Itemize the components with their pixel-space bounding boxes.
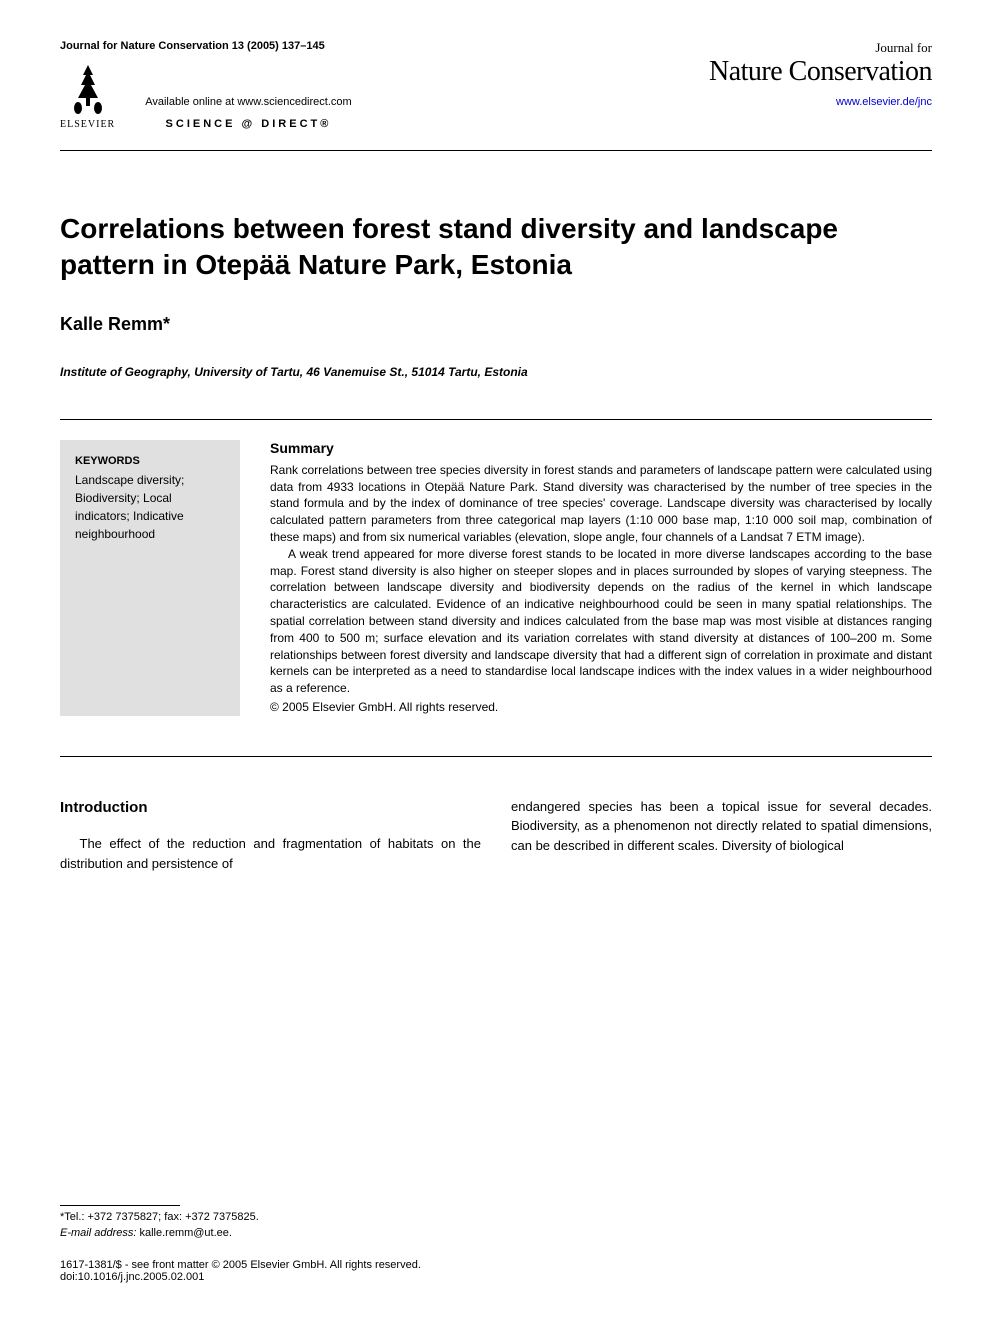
journal-for-label: Journal for xyxy=(709,40,932,56)
email-label: E-mail address: xyxy=(60,1227,136,1239)
article-title: Correlations between forest stand divers… xyxy=(60,211,932,284)
header-left: Journal for Nature Conservation 13 (2005… xyxy=(60,40,352,130)
issn-line: 1617-1381/$ - see front matter © 2005 El… xyxy=(60,1259,932,1271)
summary-para-1: Rank correlations between tree species d… xyxy=(270,462,932,546)
publication-info: 1617-1381/$ - see front matter © 2005 El… xyxy=(60,1259,932,1283)
footer-divider xyxy=(60,1205,180,1206)
journal-name: Nature Conservation xyxy=(709,56,932,88)
intro-para-left: The effect of the reduction and fragment… xyxy=(60,834,481,873)
footer-block: *Tel.: +372 7375827; fax: +372 7375825. … xyxy=(60,1205,932,1283)
elsevier-label: ELSEVIER xyxy=(60,119,115,130)
copyright-line: © 2005 Elsevier GmbH. All rights reserve… xyxy=(270,699,932,716)
body-column-left: Introduction The effect of the reduction… xyxy=(60,797,481,874)
sciencedirect-logo: SCIENCE @ DIRECT® xyxy=(145,118,351,130)
header-divider xyxy=(60,150,932,151)
corresponding-tel: *Tel.: +372 7375827; fax: +372 7375825. xyxy=(60,1210,932,1225)
abstract-container: KEYWORDS Landscape diversity; Biodiversi… xyxy=(60,440,932,716)
summary-block: Summary Rank correlations between tree s… xyxy=(270,440,932,716)
email-address: kalle.remm@ut.ee. xyxy=(139,1227,231,1239)
intro-para-right: endangered species has been a topical is… xyxy=(511,797,932,856)
introduction-heading: Introduction xyxy=(60,797,481,820)
email-line: E-mail address: kalle.remm@ut.ee. xyxy=(60,1226,932,1241)
summary-heading: Summary xyxy=(270,440,932,456)
journal-title-block: Journal for Nature Conservation www.else… xyxy=(709,40,932,108)
affiliation-divider xyxy=(60,419,932,420)
keywords-list: Landscape diversity; Biodiversity; Local… xyxy=(75,471,225,543)
summary-text: Rank correlations between tree species d… xyxy=(270,462,932,716)
journal-url[interactable]: www.elsevier.de/jnc xyxy=(709,96,932,108)
author-name: Kalle Remm* xyxy=(60,314,932,335)
elsevier-logo: ELSEVIER xyxy=(60,60,115,130)
abstract-divider xyxy=(60,756,932,757)
logo-row: ELSEVIER Available online at www.science… xyxy=(60,60,352,130)
available-online-text: Available online at www.sciencedirect.co… xyxy=(145,96,351,108)
keywords-box: KEYWORDS Landscape diversity; Biodiversi… xyxy=(60,440,240,716)
doi-line: doi:10.1016/j.jnc.2005.02.001 xyxy=(60,1271,932,1283)
journal-header: Journal for Nature Conservation 13 (2005… xyxy=(60,40,932,130)
summary-para-2: A weak trend appeared for more diverse f… xyxy=(270,546,932,697)
author-affiliation: Institute of Geography, University of Ta… xyxy=(60,365,932,379)
elsevier-tree-icon xyxy=(63,60,113,115)
journal-reference: Journal for Nature Conservation 13 (2005… xyxy=(60,40,352,52)
body-column-right: endangered species has been a topical is… xyxy=(511,797,932,874)
keywords-heading: KEYWORDS xyxy=(75,455,225,467)
body-columns: Introduction The effect of the reduction… xyxy=(60,797,932,874)
sciencedirect-block: Available online at www.sciencedirect.co… xyxy=(145,96,351,130)
